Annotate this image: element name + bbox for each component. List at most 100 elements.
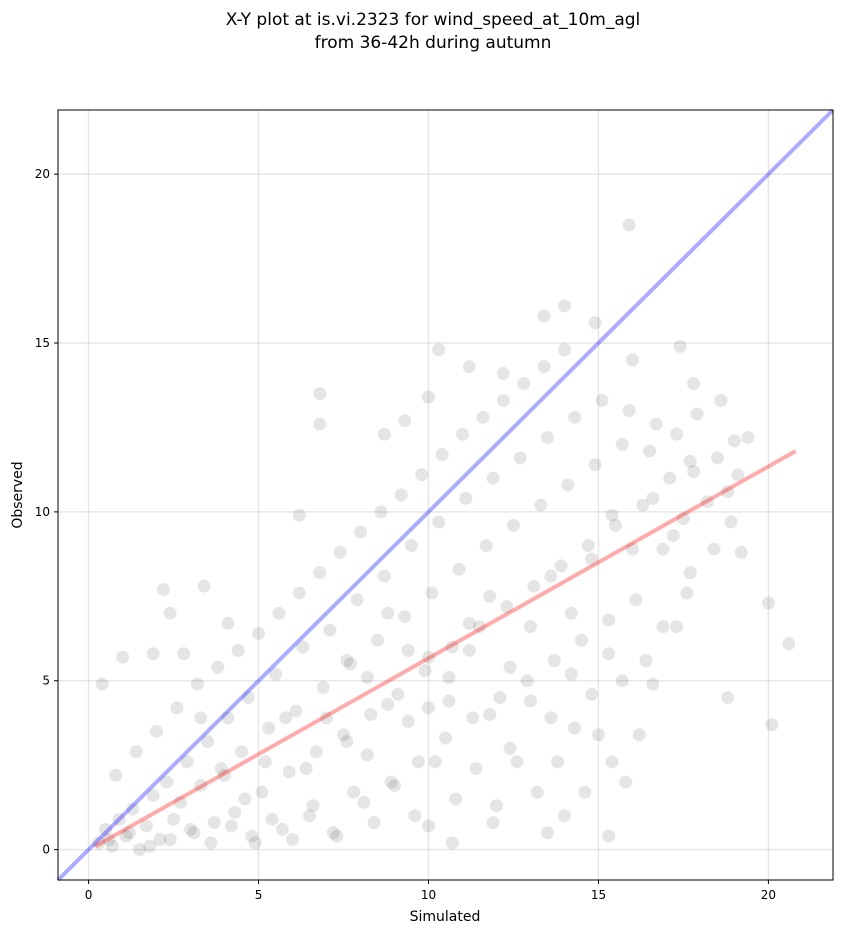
data-point bbox=[133, 843, 147, 857]
scatter-points bbox=[92, 218, 796, 857]
data-point bbox=[377, 569, 391, 583]
data-point bbox=[442, 670, 456, 684]
data-point bbox=[323, 623, 337, 637]
data-point bbox=[313, 566, 327, 580]
data-point bbox=[258, 755, 272, 769]
data-point bbox=[605, 755, 619, 769]
data-point bbox=[459, 491, 473, 505]
data-point bbox=[619, 775, 633, 789]
data-point bbox=[625, 542, 639, 556]
data-point bbox=[381, 697, 395, 711]
data-point bbox=[167, 812, 181, 826]
grid-lines bbox=[58, 110, 833, 880]
data-point bbox=[364, 708, 378, 722]
data-point bbox=[156, 583, 170, 597]
chart-title: X-Y plot at is.vi.2323 for wind_speed_at… bbox=[226, 10, 641, 30]
data-point bbox=[371, 633, 385, 647]
regression-line bbox=[94, 449, 797, 848]
data-point bbox=[238, 792, 252, 806]
data-point bbox=[306, 799, 320, 813]
data-point bbox=[517, 377, 531, 391]
data-point bbox=[673, 339, 687, 353]
data-point bbox=[214, 762, 228, 776]
data-point bbox=[180, 755, 194, 769]
data-point bbox=[445, 640, 459, 654]
data-point bbox=[177, 647, 191, 661]
data-point bbox=[401, 714, 415, 728]
data-point bbox=[554, 559, 568, 573]
data-point bbox=[296, 640, 310, 654]
data-point bbox=[683, 566, 697, 580]
data-point bbox=[496, 393, 510, 407]
data-point bbox=[581, 539, 595, 553]
data-point bbox=[221, 711, 235, 725]
data-point bbox=[432, 343, 446, 357]
data-point bbox=[286, 832, 300, 846]
data-point bbox=[194, 711, 208, 725]
data-point bbox=[476, 410, 490, 424]
data-point bbox=[265, 812, 279, 826]
data-point bbox=[262, 721, 276, 735]
data-point bbox=[201, 735, 215, 749]
data-point bbox=[595, 393, 609, 407]
data-point bbox=[479, 539, 493, 553]
x-tick-label: 20 bbox=[761, 888, 776, 902]
data-point bbox=[245, 829, 259, 843]
data-point bbox=[564, 606, 578, 620]
data-point bbox=[605, 508, 619, 522]
x-axis-label: Simulated bbox=[410, 909, 481, 925]
data-point bbox=[547, 653, 561, 667]
data-point bbox=[551, 755, 565, 769]
data-point bbox=[282, 765, 296, 779]
data-point bbox=[530, 785, 544, 799]
data-point bbox=[116, 650, 130, 664]
data-point bbox=[462, 643, 476, 657]
data-point bbox=[231, 643, 245, 657]
data-point bbox=[422, 390, 436, 404]
data-point bbox=[333, 545, 347, 559]
data-point bbox=[415, 468, 429, 482]
data-point bbox=[588, 458, 602, 472]
y-tick-label: 10 bbox=[35, 505, 50, 519]
data-point bbox=[279, 711, 293, 725]
data-point bbox=[483, 589, 497, 603]
data-point bbox=[500, 599, 514, 613]
data-point bbox=[540, 826, 554, 840]
data-point bbox=[391, 687, 405, 701]
data-point bbox=[313, 387, 327, 401]
data-point bbox=[493, 691, 507, 705]
data-point bbox=[710, 451, 724, 465]
data-point bbox=[469, 762, 483, 776]
data-point bbox=[663, 471, 677, 485]
data-point bbox=[687, 464, 701, 478]
data-point bbox=[326, 826, 340, 840]
data-point bbox=[248, 836, 262, 850]
data-point bbox=[445, 836, 459, 850]
chart-subtitle: from 36-42h during autumn bbox=[315, 33, 552, 53]
data-point bbox=[112, 812, 126, 826]
data-point bbox=[608, 518, 622, 532]
data-point bbox=[388, 778, 402, 792]
data-point bbox=[466, 711, 480, 725]
data-point bbox=[700, 495, 714, 509]
data-point bbox=[330, 829, 344, 843]
identity-line bbox=[56, 108, 835, 882]
data-point bbox=[146, 789, 160, 803]
data-point bbox=[714, 393, 728, 407]
data-point bbox=[537, 360, 551, 374]
data-point bbox=[442, 694, 456, 708]
data-point bbox=[585, 687, 599, 701]
data-point bbox=[506, 518, 520, 532]
data-point bbox=[241, 691, 255, 705]
data-point bbox=[588, 316, 602, 330]
x-tick-label: 10 bbox=[421, 888, 436, 902]
data-point bbox=[360, 670, 374, 684]
data-point bbox=[496, 366, 510, 380]
data-point bbox=[625, 353, 639, 367]
data-point bbox=[486, 816, 500, 830]
data-point bbox=[683, 454, 697, 468]
data-point bbox=[401, 643, 415, 657]
data-point bbox=[782, 637, 796, 651]
data-point bbox=[687, 377, 701, 391]
